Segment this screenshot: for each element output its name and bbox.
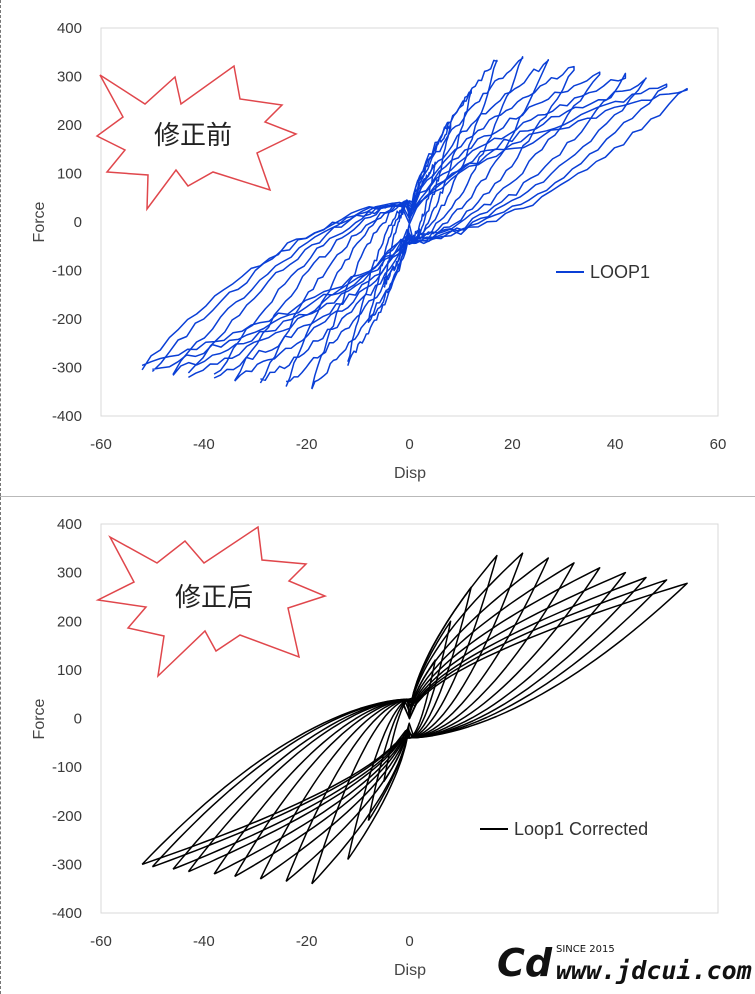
x-tick-label: 0: [405, 436, 413, 453]
hysteresis-loop-cycle: [311, 554, 498, 885]
hysteresis-loop-cycle: [141, 87, 688, 371]
y-tick-label: -400: [52, 408, 82, 425]
y-tick-label: -400: [52, 905, 82, 922]
y-tick-label: 300: [57, 565, 82, 582]
hysteresis-loop-cycle: [285, 552, 524, 882]
x-tick-label: -60: [90, 933, 112, 950]
y-tick-label: 100: [57, 662, 82, 679]
x-axis-title: Disp: [394, 465, 426, 482]
x-axis-title: Disp: [394, 962, 426, 979]
plot-area-border: [100, 523, 719, 914]
hysteresis-loop-cycle: [234, 562, 575, 878]
x-tick-label: -20: [296, 933, 318, 950]
plot-area-border: [100, 27, 719, 417]
callout-label: 修正前: [154, 121, 232, 151]
loop-curves: [141, 56, 688, 390]
hysteresis-loop-cycle: [285, 56, 524, 387]
hysteresis-loop-cycle: [234, 65, 575, 382]
y-tick-label: -300: [52, 856, 82, 873]
y-tick-label: 0: [74, 214, 82, 231]
y-tick-label: 200: [57, 117, 82, 134]
y-tick-label: 400: [57, 20, 82, 37]
y-tick-label: 400: [57, 516, 82, 533]
y-tick-label: 0: [74, 711, 82, 728]
hysteresis-loop-cycle: [347, 89, 472, 366]
hysteresis-loop-cycle: [259, 557, 550, 880]
chart-panel-after: -400 -300 -200 -100 0 100 200 300 400 -60 -40 -20 0…: [0, 497, 755, 994]
hysteresis-loop-cycle: [367, 620, 452, 821]
x-tick-label: 20: [504, 436, 521, 453]
y-tick-label: -200: [52, 311, 82, 328]
y-axis-title: Force: [31, 698, 48, 739]
y-tick-label: -100: [52, 263, 82, 280]
y-axis-title: Force: [31, 201, 48, 242]
loop-curves: [141, 552, 688, 885]
hysteresis-loop-cycle: [311, 59, 498, 390]
left-dashed-rule: [0, 497, 1, 994]
hysteresis-loop-cycle: [259, 58, 550, 384]
watermark-site: www.jdcui.com: [556, 956, 752, 985]
starburst-callout: [95, 525, 328, 679]
watermark-since: SINCE 2015: [556, 944, 615, 955]
hysteresis-loop-cycle: [172, 576, 647, 870]
x-tick-label: 60: [710, 436, 727, 453]
callout-label: 修正后: [175, 583, 253, 613]
chart-panel-before: -400 -300 -200 -100 0 100 200 300 400 -60 -40 -20 0…: [0, 0, 755, 497]
x-tick-label: -40: [193, 436, 215, 453]
x-tick-labels: -60 -40 -20 0 20 40 60: [90, 436, 726, 453]
y-tick-labels: -400 -300 -200 -100 0 100 200 300 400: [52, 516, 82, 922]
y-tick-label: -100: [52, 759, 82, 776]
y-tick-labels: -400 -300 -200 -100 0 100 200 300 400: [52, 20, 82, 425]
y-tick-label: -300: [52, 360, 82, 377]
x-tick-label: 40: [607, 436, 624, 453]
left-dashed-rule: [0, 0, 1, 496]
x-tick-label: -60: [90, 436, 112, 453]
watermark: Cd SINCE 2015 www.jdcui.com: [494, 932, 755, 994]
hysteresis-loop-cycle: [187, 571, 627, 873]
y-tick-label: -200: [52, 808, 82, 825]
x-tick-label: -20: [296, 436, 318, 453]
x-tick-label: -40: [193, 933, 215, 950]
watermark-background: [494, 932, 755, 994]
y-tick-label: 100: [57, 166, 82, 183]
hysteresis-loop-cycle: [151, 579, 668, 868]
x-tick-label: 0: [405, 933, 413, 950]
y-tick-label: 300: [57, 69, 82, 86]
starburst-callout: [95, 64, 298, 212]
legend-label: LOOP1: [590, 262, 650, 282]
hysteresis-loop-cycle: [213, 567, 601, 875]
y-tick-label: 200: [57, 613, 82, 630]
legend-label: Loop1 Corrected: [514, 819, 648, 839]
hysteresis-loop-cycle: [213, 71, 601, 379]
watermark-logo: Cd: [497, 941, 553, 985]
hysteresis-loop-cycle: [141, 582, 688, 866]
